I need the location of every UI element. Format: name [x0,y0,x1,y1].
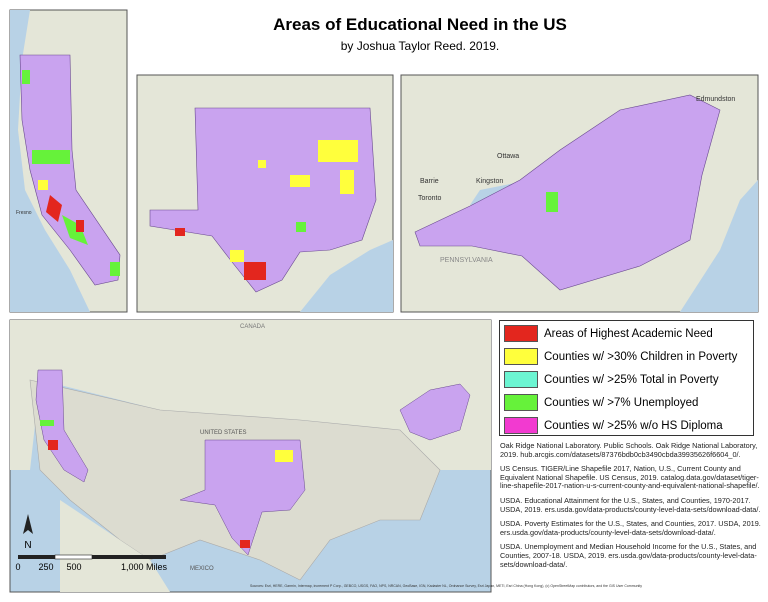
legend-swatch [504,371,538,388]
legend-swatch [504,348,538,365]
scale-label: 500 [66,562,81,572]
legend-item: Counties w/ >25% Total in Poverty [504,370,719,389]
map-label: Edmundston [696,96,735,103]
map-label: Fresno [16,210,32,216]
map-label: Ottawa [497,153,519,160]
legend-item: Areas of Highest Academic Need [504,324,713,343]
legend-item: Counties w/ >7% Unemployed [504,393,698,412]
map-label: UNITED STATES [200,430,246,436]
legend-label: Counties w/ >25% w/o HS Diploma [544,419,723,432]
map-label: Kingston [476,178,503,185]
scale-label: 1,000 Miles [121,562,168,572]
south-central-map [136,74,394,313]
legend: Areas of Highest Academic Need Counties w… [499,320,754,436]
legend-swatch [504,325,538,342]
map-label: PENNSYLVANIA [440,257,493,264]
map-label: Barrie [420,178,439,185]
legend-label: Areas of Highest Academic Need [544,327,713,340]
map-label: CANADA [240,324,265,330]
reference: USDA. Unemployment and Median Household … [500,542,757,569]
map-label: Toronto [418,195,441,202]
legend-item: Counties w/ >30% Children in Poverty [504,347,737,366]
references: Oak Ridge National Laboratory. Public Sc… [500,441,762,575]
reference: Oak Ridge National Laboratory. Public Sc… [500,441,758,459]
northeast-map: Ottawa Toronto Kingston Barrie Edmundsto… [400,74,759,313]
scale-label: 250 [38,562,53,572]
subtitle: by Joshua Taylor Reed. 2019. [341,39,500,53]
map-label: MEXICO [190,566,214,572]
reference: US Census. TIGER/Line Shapefile 2017, Na… [500,464,760,491]
legend-swatch [504,417,538,434]
north-arrow: N [24,540,31,551]
reference: USDA. Educational Attainment for the U.S… [500,495,761,514]
west-map: Fresno [9,9,128,313]
us-map: CANADA UNITED STATES MEXICO N 0 250 500 … [9,319,642,593]
legend-label: Counties w/ >7% Unemployed [544,396,699,409]
reference: USDA. Poverty Estimates for the U.S., St… [500,519,761,537]
legend-label: Counties w/ >25% Total in Poverty [544,373,719,386]
legend-item: Counties w/ >25% w/o HS Diploma [504,416,723,435]
legend-swatch [504,394,538,411]
title: Areas of Educational Need in the US [273,15,567,34]
scale-label: 0 [15,562,20,572]
attribution: Sources: Esri, HERE, Garmin, Intermap, i… [250,584,642,588]
legend-label: Counties w/ >30% Children in Poverty [544,350,738,363]
